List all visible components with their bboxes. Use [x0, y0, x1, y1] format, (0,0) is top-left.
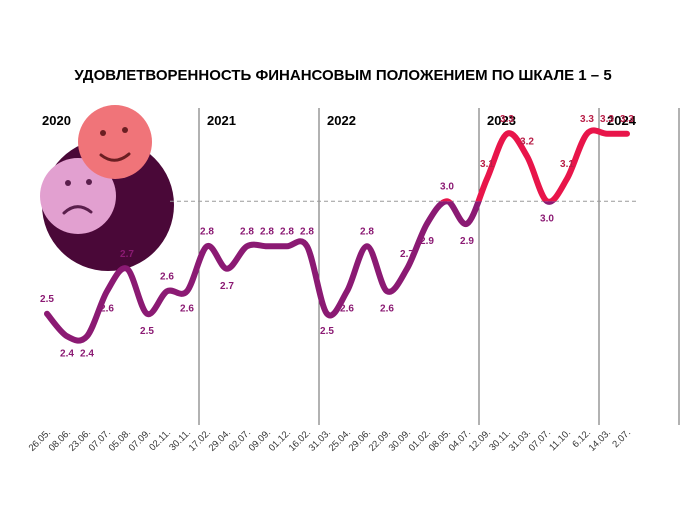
mood-illustration [40, 105, 174, 271]
data-label: 3.3 [600, 114, 614, 125]
data-label: 2.9 [460, 236, 474, 247]
data-label: 2.8 [360, 226, 374, 237]
year-label-2020: 2020 [42, 113, 71, 128]
year-dividers [198, 108, 680, 425]
data-label: 2.5 [320, 326, 334, 337]
series-line-below [44, 201, 557, 344]
data-label: 2.4 [80, 348, 94, 359]
data-label: 3.0 [540, 213, 554, 224]
happy-face-icon [78, 105, 152, 179]
data-label: 3.2 [520, 136, 534, 147]
data-label: 2.7 [120, 249, 134, 260]
x-tick-labels: 26.05.08.06.23.06.07.07.05.08.07.09.02.1… [27, 427, 633, 453]
data-label: 2.7 [220, 281, 234, 292]
chart-title: УДОВЛЕТВОРЕННОСТЬ ФИНАНСОВЫМ ПОЛОЖЕНИЕМ … [74, 67, 611, 84]
x-tick-label: 2.07. [610, 427, 633, 450]
year-labels: 202020212022202320242025 [42, 113, 637, 128]
data-label: 2.9 [420, 236, 434, 247]
x-tick-label: 07.09. [127, 427, 153, 453]
x-tick-label: 02.11. [147, 427, 173, 453]
data-label: 2.8 [200, 226, 214, 237]
x-tick-label: 14.03. [587, 427, 613, 453]
data-label: 3.3 [500, 114, 514, 125]
series-line [44, 127, 630, 344]
data-label: 2.6 [380, 303, 394, 314]
data-label: 3.3 [620, 114, 634, 125]
data-label: 2.6 [180, 303, 194, 314]
data-label: 2.8 [260, 226, 274, 237]
data-label: 3.1 [480, 159, 494, 170]
data-label: 2.6 [160, 271, 174, 282]
data-label: 2.4 [60, 348, 74, 359]
year-label-2024: 2024 [607, 113, 637, 128]
data-label: 2.5 [140, 326, 154, 337]
data-label: 2.8 [240, 226, 254, 237]
data-label: 2.8 [280, 226, 294, 237]
x-tick-label: 12.09. [467, 427, 493, 453]
series-line-above [439, 127, 630, 202]
data-label: 2.7 [400, 249, 414, 260]
data-label: 2.6 [340, 303, 354, 314]
year-label-2021: 2021 [207, 113, 236, 128]
data-label: 2.8 [300, 226, 314, 237]
year-label-2023: 2023 [487, 113, 516, 128]
x-tick-label: 11.10. [547, 427, 573, 453]
year-label-2022: 2022 [327, 113, 356, 128]
data-label: 3.1 [560, 159, 574, 170]
data-label: 3.3 [580, 114, 594, 125]
data-label: 3.0 [440, 181, 454, 192]
sad-face-icon [40, 158, 116, 234]
data-label: 2.5 [40, 294, 54, 305]
x-tick-label: 07.07. [527, 427, 553, 453]
data-labels: 2.5 2.4 2.4 2.6 2.7 2.5 2.6 2.6 2.8 2.7 2.8 2.8 2.8 2… [40, 114, 634, 360]
data-label: 2.6 [100, 303, 114, 314]
